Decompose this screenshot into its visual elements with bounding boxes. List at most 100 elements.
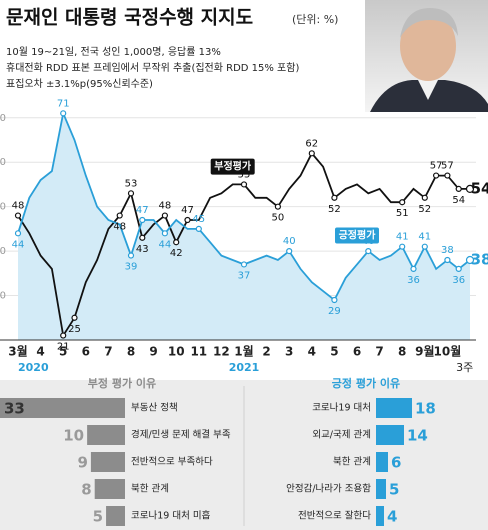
data-label: 48	[159, 201, 172, 212]
year-label: 2021	[229, 361, 260, 374]
point	[60, 332, 67, 339]
x-tick-label: 12	[213, 345, 230, 359]
x-tick-label: 3월	[8, 344, 27, 359]
x-tick-label: 9월	[415, 344, 434, 359]
y-tick-label: 30	[0, 291, 6, 302]
data-label: 50	[272, 213, 285, 224]
data-label: 54	[452, 195, 465, 206]
note: 휴대전화 RDD 표본 프레임에서 무작위 추출(집전화 RDD 15% 포함)	[6, 61, 299, 74]
data-label: 48	[12, 201, 25, 212]
x-tick-label: 11	[190, 345, 207, 359]
point	[139, 216, 146, 224]
data-label: 52	[418, 204, 431, 215]
data-label: 45	[192, 214, 205, 225]
data-label: 25	[68, 324, 81, 335]
point	[71, 314, 78, 321]
legend-box	[335, 227, 379, 244]
point	[161, 230, 168, 237]
point	[455, 265, 462, 272]
category-label: 전반적으로 잘한다	[298, 510, 371, 522]
x-tick-label: 9	[149, 345, 157, 359]
data-label: 37	[238, 270, 251, 281]
legend-label: 긍정평가	[339, 229, 377, 242]
point	[14, 230, 22, 237]
bar	[376, 452, 388, 472]
data-label: 42	[170, 248, 183, 259]
bar	[376, 506, 384, 526]
legend-box	[210, 158, 255, 175]
data-label: 41	[396, 232, 409, 243]
data-label: 8	[81, 481, 91, 499]
data-label: 6	[391, 454, 401, 472]
point	[161, 212, 168, 219]
category-label: 코로나19 대처 미흡	[131, 510, 211, 522]
chart-title: 문재인 대통령 국정수행 지지도	[6, 7, 253, 29]
point	[116, 212, 123, 219]
point	[444, 172, 451, 179]
x-tick-label: 1월	[234, 344, 253, 359]
data-label: 38	[441, 245, 454, 256]
data-label: 9	[77, 454, 87, 472]
data-label: 36	[407, 275, 420, 286]
bar	[376, 425, 404, 445]
data-label: 48	[113, 222, 126, 233]
point	[173, 239, 180, 246]
point	[365, 248, 372, 255]
data-label: 41	[418, 232, 431, 243]
data-label: 53	[125, 178, 138, 189]
point	[433, 172, 440, 179]
data-label: 44	[159, 239, 172, 250]
x-tick-label: 6	[353, 345, 361, 359]
area	[18, 113, 470, 340]
point	[60, 110, 67, 117]
category-label: 전반적으로 부족하다	[131, 456, 213, 468]
x-tick-label: 4	[36, 345, 44, 359]
year-label: 2020	[18, 361, 49, 374]
data-label: 29	[328, 306, 341, 317]
point	[331, 194, 338, 201]
y-tick-label: 60	[0, 157, 6, 168]
x-tick-label: 2	[262, 345, 270, 359]
panel-title: 부정 평가 이유	[88, 376, 156, 390]
point	[399, 199, 406, 206]
point	[410, 265, 417, 272]
panel-title: 긍정 평가 이유	[332, 376, 400, 390]
data-label: 10	[63, 427, 84, 445]
y-tick-label: 70	[0, 113, 6, 124]
bar	[106, 506, 125, 526]
point	[444, 256, 451, 264]
point	[455, 185, 462, 192]
data-label: 18	[415, 400, 436, 418]
data-label: 39	[125, 262, 138, 273]
y-tick-label: 40	[0, 246, 6, 257]
data-label: 14	[407, 427, 428, 445]
x-tick-label: 5	[59, 345, 67, 359]
x-tick-label: 5	[330, 345, 338, 359]
data-label: 47	[181, 205, 194, 216]
data-label: 51	[396, 208, 409, 219]
point	[421, 194, 428, 201]
x-tick-label: 10	[168, 345, 185, 359]
portrait	[365, 0, 488, 112]
data-label: 4	[387, 508, 397, 526]
data-label: 55	[238, 169, 251, 180]
point	[127, 252, 135, 259]
data-label: 43	[136, 244, 149, 255]
legend-label: 부정평가	[214, 160, 252, 173]
data-label: 47	[136, 205, 149, 216]
data-label: 5	[93, 508, 103, 526]
category-label: 북한 관계	[131, 483, 169, 495]
point	[465, 255, 475, 265]
x-tick-label: 10월	[434, 344, 462, 359]
point	[399, 243, 406, 250]
data-label: 21	[57, 342, 70, 353]
category-label: 북한 관계	[333, 456, 371, 468]
point	[308, 150, 315, 157]
note: 표집오차 ±3.1%p(95%신뢰수준)	[6, 78, 153, 90]
point	[195, 225, 202, 232]
point	[331, 296, 338, 304]
note: 10월 19~21일, 전국 성인 1,000명, 응답률 13%	[6, 46, 221, 58]
bar	[87, 425, 125, 445]
point	[421, 243, 428, 250]
